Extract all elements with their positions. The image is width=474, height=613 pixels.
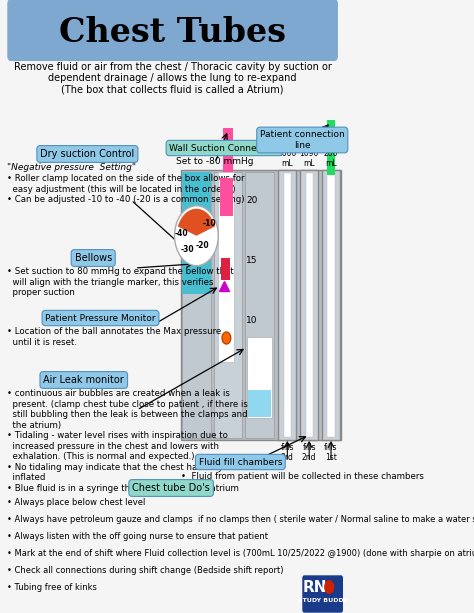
Text: easy adjustment (this will be located in the orders ): easy adjustment (this will be located in… — [7, 185, 236, 194]
Text: • Blue fluid is in a syringe that comes with the atrium: • Blue fluid is in a syringe that comes … — [7, 484, 239, 492]
Text: • Always listen with the off going nurse to ensure that patient: • Always listen with the off going nurse… — [7, 532, 268, 541]
FancyBboxPatch shape — [182, 172, 211, 438]
Text: • continuous air bubbles are created when a leak is: • continuous air bubbles are created whe… — [7, 389, 230, 398]
Text: 200
mL: 200 mL — [324, 148, 338, 168]
Text: • No tidaling may indicate that the chest has fully: • No tidaling may indicate that the ches… — [7, 462, 223, 471]
Text: • Always place below chest level: • Always place below chest level — [7, 498, 146, 507]
Text: STUDY BUDDY: STUDY BUDDY — [298, 598, 347, 603]
Text: Chest tube Do's: Chest tube Do's — [132, 483, 210, 493]
Text: Bellows: Bellows — [74, 253, 112, 263]
Text: present. (clamp chest tube close to patient , if there is: present. (clamp chest tube close to pati… — [7, 400, 248, 408]
Circle shape — [222, 332, 231, 344]
Circle shape — [324, 580, 334, 594]
Text: exhalation. (This is normal and expected.): exhalation. (This is normal and expected… — [7, 452, 195, 461]
Text: "Negative pressure  Setting": "Negative pressure Setting" — [7, 163, 137, 172]
Text: • Can be adjusted -10 to -40 (-20 is a common setting): • Can be adjusted -10 to -40 (-20 is a c… — [7, 195, 245, 204]
FancyBboxPatch shape — [248, 390, 271, 417]
FancyBboxPatch shape — [181, 170, 341, 440]
FancyBboxPatch shape — [306, 173, 313, 437]
Text: Chest Tubes: Chest Tubes — [59, 15, 286, 48]
FancyBboxPatch shape — [223, 128, 233, 172]
Text: • Tidaling - water level rises with inspiration due to: • Tidaling - water level rises with insp… — [7, 431, 228, 440]
FancyBboxPatch shape — [303, 576, 342, 612]
Text: • Roller clamp located on the side of the box allows for: • Roller clamp located on the side of th… — [7, 174, 245, 183]
FancyBboxPatch shape — [300, 170, 318, 440]
Text: increased pressure in the chest and lowers with: increased pressure in the chest and lowe… — [7, 441, 219, 451]
Text: • Tubing free of kinks: • Tubing free of kinks — [7, 583, 97, 592]
FancyBboxPatch shape — [322, 170, 340, 440]
FancyBboxPatch shape — [221, 258, 230, 280]
Text: -30: -30 — [181, 245, 194, 254]
FancyBboxPatch shape — [245, 172, 274, 438]
Text: 20: 20 — [246, 196, 257, 205]
Wedge shape — [178, 209, 215, 236]
FancyBboxPatch shape — [220, 178, 233, 216]
Text: Remove fluid or air from the chest / Thoracic cavity by suction or: Remove fluid or air from the chest / Tho… — [14, 62, 331, 72]
Circle shape — [174, 206, 218, 266]
FancyBboxPatch shape — [328, 173, 335, 437]
Text: • Check all connections during shift change (Bedside shift report): • Check all connections during shift cha… — [7, 566, 284, 575]
Text: -20: -20 — [195, 242, 209, 250]
Text: Patient connection
line: Patient connection line — [260, 131, 345, 150]
Text: dependent drainage / allows the lung to re-expand: dependent drainage / allows the lung to … — [48, 73, 297, 83]
FancyBboxPatch shape — [7, 0, 338, 61]
Text: • Set suction to 80 mmHg to expand the bellow that: • Set suction to 80 mmHg to expand the b… — [7, 267, 234, 276]
FancyBboxPatch shape — [328, 120, 335, 175]
Text: •  Fluid from patient will be collected in these chambers: • Fluid from patient will be collected i… — [181, 472, 423, 481]
Text: still bubbling then the leak is between the clamps and: still bubbling then the leak is between … — [7, 410, 248, 419]
Text: 15: 15 — [246, 256, 257, 264]
Text: Dry suction Control: Dry suction Control — [40, 149, 135, 159]
Text: until it is reset.: until it is reset. — [7, 338, 77, 346]
Text: fills
2nd: fills 2nd — [302, 443, 317, 462]
Text: • Mark at the end of shift where Fluid collection level is (700mL 10/25/2022 @19: • Mark at the end of shift where Fluid c… — [7, 549, 474, 558]
Text: • Location of the ball annotates the Max pressure: • Location of the ball annotates the Max… — [7, 327, 221, 336]
Text: • Always have petroleum gauze and clamps  if no clamps then ( sterile water / No: • Always have petroleum gauze and clamps… — [7, 515, 474, 524]
Text: 2000
mL: 2000 mL — [278, 148, 297, 168]
FancyBboxPatch shape — [214, 172, 242, 438]
Text: Set to -80 mmHg: Set to -80 mmHg — [176, 157, 254, 166]
Text: Patient Pressure Monitor: Patient Pressure Monitor — [45, 313, 156, 322]
FancyBboxPatch shape — [246, 337, 273, 419]
FancyBboxPatch shape — [278, 170, 296, 440]
Text: will align with the triangle marker, this verifies: will align with the triangle marker, thi… — [7, 278, 214, 286]
Text: RN: RN — [302, 579, 327, 595]
Text: (The box that collects fluid is called a Atrium): (The box that collects fluid is called a… — [61, 84, 284, 94]
Text: -10: -10 — [203, 219, 216, 228]
Text: 10: 10 — [246, 316, 257, 324]
Text: inflated: inflated — [7, 473, 46, 482]
Text: fills
3rd: fills 3rd — [281, 443, 294, 462]
FancyBboxPatch shape — [219, 172, 234, 362]
FancyBboxPatch shape — [182, 172, 211, 294]
Text: 1090
mL: 1090 mL — [300, 148, 319, 168]
Text: the atrium): the atrium) — [7, 421, 62, 430]
Text: Wall Suction Connection: Wall Suction Connection — [169, 143, 279, 153]
Text: -40: -40 — [175, 229, 189, 238]
Text: Fluid fill chambers: Fluid fill chambers — [199, 457, 282, 466]
Text: Air Leak monitor: Air Leak monitor — [44, 375, 124, 385]
FancyBboxPatch shape — [283, 173, 291, 437]
Text: fills
1st: fills 1st — [324, 443, 338, 462]
Text: proper suction: proper suction — [7, 288, 75, 297]
